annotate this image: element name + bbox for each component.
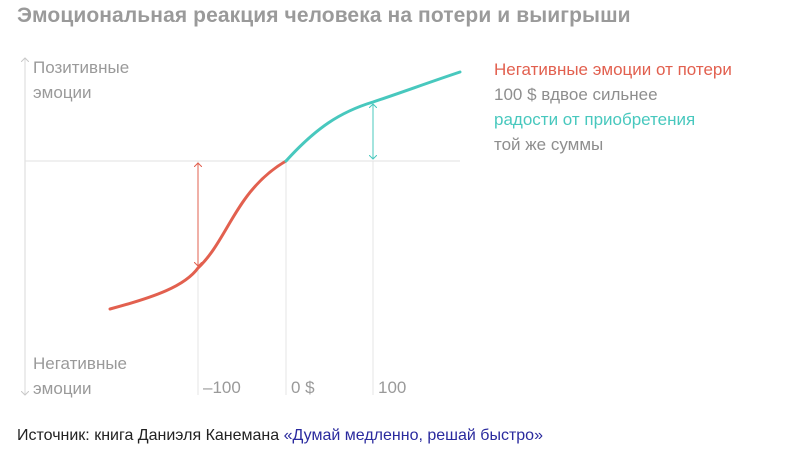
annotation-line-twice: 100 $ вдвое сильнее [494, 85, 658, 104]
annotation: Негативные эмоции от потери 100 $ вдвое … [494, 57, 732, 157]
chart-title: Эмоциональная реакция человека на потери… [17, 4, 631, 27]
annotation-line-same-sum: той же суммы [494, 135, 604, 154]
annotation-line-loss: Негативные эмоции от потери [494, 60, 732, 79]
gain-curve [284, 70, 462, 163]
positive-emotions-label-line2: эмоции [33, 83, 92, 102]
source-caption: Источник: книга Даниэля Канемана «Думай … [17, 427, 543, 445]
source-prefix: Источник: книга Даниэля Канемана [17, 427, 284, 444]
negative-emotions-label-line2: эмоции [33, 379, 92, 398]
tick-label-plus-100: 100 [378, 378, 406, 397]
annotation-line-gain: радости от приобретения [494, 110, 696, 129]
tick-label-minus-100: –100 [203, 378, 241, 397]
tick-label-zero: 0 $ [291, 378, 315, 397]
negative-emotions-label-line1: Негативные [33, 354, 127, 373]
loss-curve [108, 159, 288, 311]
source-book-link[interactable]: «Думай медленно, решай быстро» [283, 427, 543, 444]
positive-emotions-label-line1: Позитивные [33, 58, 129, 77]
